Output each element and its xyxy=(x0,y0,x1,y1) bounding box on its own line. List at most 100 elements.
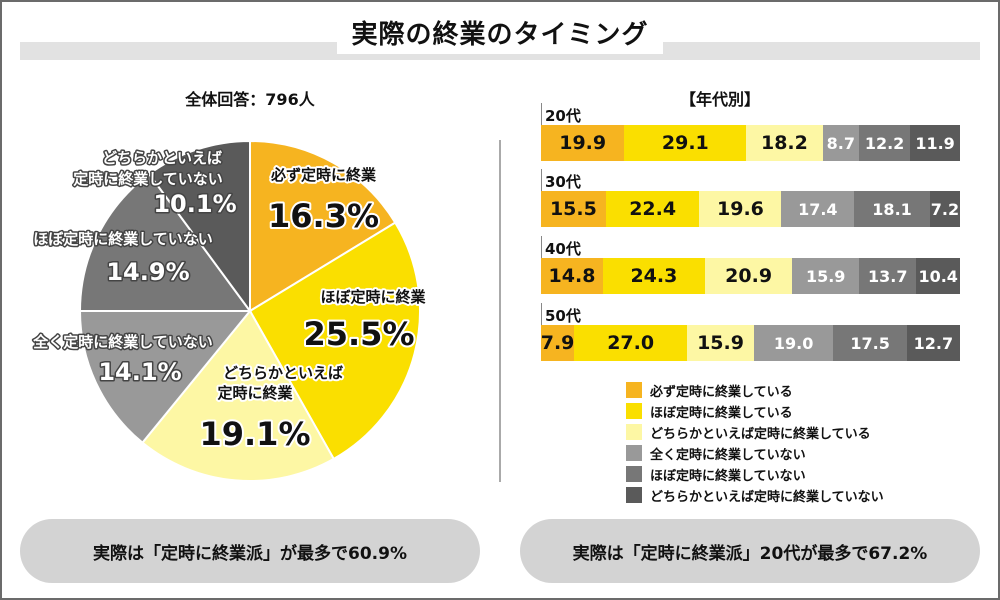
legend-item: 必ず定時に終業している xyxy=(626,380,884,400)
divider xyxy=(499,140,501,482)
bar-segment: 10.4 xyxy=(916,258,960,294)
pie-subtitle: 全体回答：796人 xyxy=(185,90,315,109)
bar-segment: 27.0 xyxy=(574,325,688,361)
bar-value-label: 10.4 xyxy=(918,266,958,286)
bar-value-label: 15.9 xyxy=(697,332,744,354)
category-label: 50代 xyxy=(545,307,581,325)
legend-label: どちらかといえば定時に終業していない xyxy=(650,489,884,505)
legend-swatch xyxy=(626,403,642,419)
bar-value-label: 24.3 xyxy=(630,265,678,287)
bar-segment: 7.2 xyxy=(929,191,960,227)
pie-slice-label: 定時に終業 xyxy=(217,384,293,402)
summary-pill-left: 実際は「定時に終業派」が最多で60.9% xyxy=(20,519,480,583)
bar-segment: 19.9 xyxy=(541,125,625,161)
bar-subtitle: 【年代別】 xyxy=(679,90,760,109)
pie-value-label: 10.1% xyxy=(153,190,236,218)
pie-slice-label: 全く定時に終業していない xyxy=(32,333,213,351)
bar-value-label: 15.9 xyxy=(805,266,846,286)
page-title-wrap: 実際の終業のタイミング xyxy=(20,16,980,54)
pie-slice-label: ほぼ定時に終業 xyxy=(320,288,426,306)
bar-value-label: 8.7 xyxy=(826,133,855,153)
bar-segment: 13.7 xyxy=(859,258,917,294)
category-label: 40代 xyxy=(545,240,581,258)
pie-slice xyxy=(78,310,253,445)
pie-value-label: 19.1% xyxy=(199,415,310,453)
summary-pill-right: 実際は「定時に終業派」20代が最多で67.2% xyxy=(520,519,980,583)
bar-value-label: 15.5 xyxy=(549,198,597,220)
bar-segment: 18.1 xyxy=(854,191,930,227)
pie-slice-label: どちらかといえば xyxy=(102,149,222,167)
bar-value-label: 14.8 xyxy=(548,265,596,287)
bar-value-label: 19.0 xyxy=(773,333,814,353)
pie-slice xyxy=(248,221,421,461)
pie-slice-label: どちらかといえば xyxy=(223,364,343,382)
legend-swatch xyxy=(626,445,642,461)
bar-value-label: 7.2 xyxy=(930,199,960,219)
bar-segment: 20.9 xyxy=(704,258,793,294)
legend-label: どちらかといえば定時に終業している xyxy=(650,426,871,442)
legend-label: ほぼ定時に終業している xyxy=(650,405,793,421)
pie-slice-label: 定時に終業していない xyxy=(73,170,223,188)
bar-value-label: 27.0 xyxy=(607,332,655,354)
legend-item: どちらかといえば定時に終業している xyxy=(626,422,884,442)
bar-segment: 17.5 xyxy=(833,325,907,361)
legend-label: 全く定時に終業していない xyxy=(650,447,806,463)
pie-slice xyxy=(249,139,397,313)
bar-value-label: 19.9 xyxy=(559,132,607,154)
bar-value-label: 20.9 xyxy=(725,265,773,287)
bar-value-label: 12.7 xyxy=(913,333,954,353)
bar-value-label: 13.7 xyxy=(867,266,908,286)
pie-slice xyxy=(78,172,252,312)
pie-slice xyxy=(141,309,336,482)
pie-value-label: 14.1% xyxy=(98,358,181,386)
bar-value-label: 12.2 xyxy=(864,133,905,153)
legend-swatch xyxy=(626,382,642,398)
bar-segment: 17.4 xyxy=(781,191,855,227)
legend-item: どちらかといえば定時に終業していない xyxy=(626,485,884,505)
bar-segment: 22.4 xyxy=(605,191,700,227)
bar-value-label: 11.9 xyxy=(915,133,955,153)
bar-value-label: 7.9 xyxy=(541,332,575,354)
category-label: 20代 xyxy=(545,107,581,125)
bar-segment: 11.9 xyxy=(910,125,960,161)
bar-segment: 24.3 xyxy=(603,258,705,294)
bar-segment: 14.8 xyxy=(541,258,603,294)
pie-value-label: 25.5% xyxy=(303,315,414,353)
category-label: 30代 xyxy=(545,173,581,191)
legend-label: 必ず定時に終業している xyxy=(650,384,793,400)
legend-swatch xyxy=(626,424,642,440)
legend-label: ほぼ定時に終業していない xyxy=(650,468,806,484)
bar-segment: 29.1 xyxy=(624,125,747,161)
bar-segment: 15.5 xyxy=(541,191,606,227)
bar-value-label: 17.4 xyxy=(798,199,838,219)
bar-value-label: 22.4 xyxy=(629,198,677,220)
bar-value-label: 17.5 xyxy=(850,333,890,353)
legend-item: ほぼ定時に終業している xyxy=(626,401,884,421)
legend-swatch xyxy=(626,487,642,503)
pie-slice-label: 必ず定時に終業 xyxy=(270,166,377,184)
legend-swatch xyxy=(626,466,642,482)
bar-segment: 19.6 xyxy=(699,191,782,227)
pie-value-label: 14.9% xyxy=(106,258,189,286)
page-title: 実際の終業のタイミング xyxy=(337,16,663,54)
pie-slice xyxy=(147,139,251,315)
legend: 必ず定時に終業している ほぼ定時に終業している どちらかといえば定時に終業してい… xyxy=(626,380,884,506)
bar-segment: 18.2 xyxy=(746,125,823,161)
bar-segment: 19.0 xyxy=(753,325,834,361)
bar-value-label: 29.1 xyxy=(661,132,709,154)
bar-segment: 12.7 xyxy=(906,325,960,361)
bar-segment: 7.9 xyxy=(541,325,575,361)
bar-value-label: 19.6 xyxy=(717,198,764,220)
bar-value-label: 18.2 xyxy=(760,132,808,154)
pie-value-label: 16.3% xyxy=(268,197,379,235)
bar-value-label: 18.1 xyxy=(872,199,912,219)
legend-item: 全く定時に終業していない xyxy=(626,443,884,463)
bar-segment: 8.7 xyxy=(822,125,859,161)
bar-segment: 15.9 xyxy=(792,258,859,294)
legend-item: ほぼ定時に終業していない xyxy=(626,464,884,484)
bar-segment: 15.9 xyxy=(687,325,754,361)
pie-slice-label: ほぼ定時に終業していない xyxy=(33,230,213,248)
bar-segment: 12.2 xyxy=(859,125,911,161)
